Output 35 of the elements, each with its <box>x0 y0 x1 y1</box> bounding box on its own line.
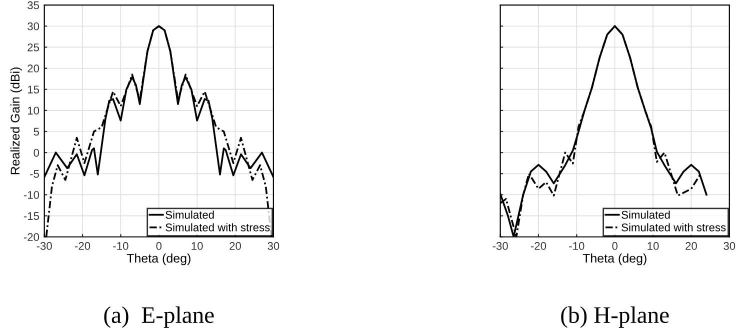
y-tick-label: -15 <box>24 212 40 220</box>
text: (a) E-plane <box>104 306 214 328</box>
x-tick-label: -10 <box>569 242 584 250</box>
x-tick-label: 10 <box>648 242 659 250</box>
x-axis-title: Theta (deg) <box>126 253 190 266</box>
x-tick-label: 30 <box>724 242 736 250</box>
y-axis-title: Realized Gain (dBi) <box>10 68 22 174</box>
y-tick-label: 15 <box>28 86 40 94</box>
legend-label: Simulated with stress <box>622 223 726 232</box>
x-tick-label: 0 <box>612 242 618 250</box>
x-tick-label: 30 <box>268 242 280 250</box>
legend-label: Simulated <box>166 210 214 219</box>
y-tick-label: 20 <box>28 64 40 72</box>
text: (b) H-plane <box>561 306 669 328</box>
x-tick-label: -30 <box>36 242 52 250</box>
legend-label: Simulated <box>622 210 670 219</box>
x-tick-label: -20 <box>530 242 546 250</box>
legend-label: Simulated with stress <box>166 223 270 232</box>
y-tick-label: 30 <box>28 22 40 30</box>
x-axis-title: Theta (deg) <box>582 253 646 266</box>
x-tick-label: 20 <box>686 242 697 250</box>
y-tick-label: -10 <box>24 190 40 199</box>
x-tick-label: -30 <box>492 242 508 250</box>
y-tick-label: -5 <box>30 170 40 178</box>
y-tick-label: 35 <box>28 1 40 10</box>
x-tick-label: 20 <box>230 242 241 250</box>
x-tick-label: -10 <box>113 242 128 250</box>
y-tick-label: 25 <box>28 43 40 52</box>
y-tick-label: -20 <box>24 233 40 242</box>
y-tick-label: 10 <box>28 106 40 115</box>
x-tick-label: 0 <box>156 242 162 250</box>
x-tick-label: -20 <box>74 242 90 250</box>
y-tick-label: 5 <box>34 128 40 136</box>
x-tick-label: 10 <box>192 242 203 250</box>
y-tick-label: 0 <box>34 148 40 157</box>
